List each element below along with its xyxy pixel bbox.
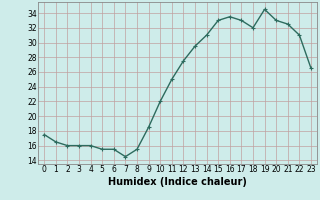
X-axis label: Humidex (Indice chaleur): Humidex (Indice chaleur) — [108, 177, 247, 187]
